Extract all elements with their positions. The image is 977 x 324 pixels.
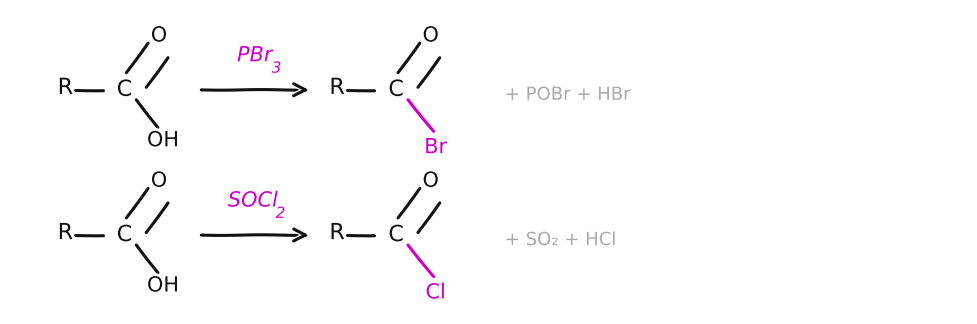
Text: C: C: [389, 225, 404, 245]
Text: R: R: [58, 223, 73, 243]
Text: Cl: Cl: [425, 283, 446, 302]
Text: O: O: [150, 26, 167, 46]
Text: C: C: [116, 80, 132, 100]
Text: OH: OH: [147, 130, 179, 150]
Text: Br: Br: [424, 137, 447, 157]
Text: 3: 3: [272, 61, 281, 75]
Text: OH: OH: [147, 275, 179, 295]
Text: C: C: [389, 80, 404, 100]
Text: + POBr + HBr: + POBr + HBr: [505, 86, 630, 104]
Text: O: O: [422, 171, 439, 191]
Text: PBr: PBr: [237, 45, 273, 65]
Text: 2: 2: [276, 206, 285, 221]
Text: C: C: [116, 225, 132, 245]
Text: SOCl: SOCl: [228, 191, 277, 211]
Text: R: R: [58, 78, 73, 98]
Text: O: O: [150, 171, 167, 191]
Text: O: O: [422, 26, 439, 46]
Text: R: R: [329, 223, 345, 243]
Text: R: R: [329, 78, 345, 98]
Text: + SO₂ + HCl: + SO₂ + HCl: [505, 231, 616, 249]
